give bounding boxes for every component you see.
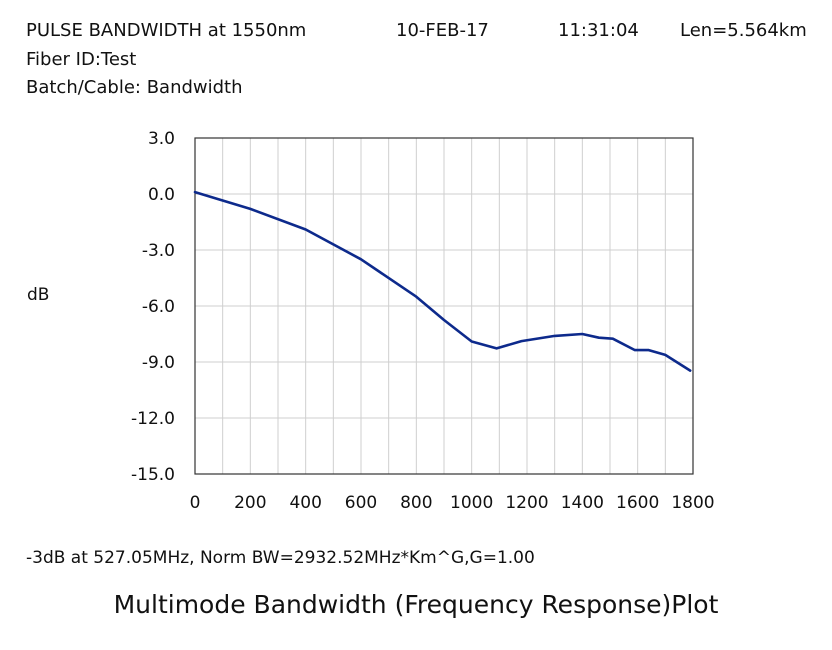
report-date: 10-FEB-17 — [396, 20, 489, 41]
x-tick-label: 1800 — [671, 493, 714, 513]
x-tick-label: 1200 — [505, 493, 548, 513]
x-tick-label: 1600 — [616, 493, 659, 513]
y-tick-label: -12.0 — [131, 409, 175, 429]
x-tick-label: 0 — [190, 493, 201, 513]
y-axis-label: dB — [27, 285, 49, 305]
fiber-length: Len=5.564km — [680, 20, 807, 41]
batch-cable: Batch/Cable: Bandwidth — [26, 77, 243, 98]
report-time: 11:31:04 — [558, 20, 639, 41]
response-curve — [193, 190, 692, 372]
x-tick-label: 600 — [345, 493, 377, 513]
y-tick-label: -15.0 — [131, 465, 175, 485]
x-tick-label: 800 — [400, 493, 432, 513]
x-tick-label: 200 — [234, 493, 266, 513]
x-tick-label: 400 — [289, 493, 321, 513]
x-tick-label: 1400 — [561, 493, 604, 513]
y-tick-label: 3.0 — [148, 129, 175, 149]
report-title: PULSE BANDWIDTH at 1550nm — [26, 20, 307, 41]
bandwidth-result: -3dB at 527.05MHz, Norm BW=2932.52MHz*Km… — [26, 548, 535, 568]
y-tick-label: 0.0 — [148, 185, 175, 205]
y-tick-label: -6.0 — [142, 297, 175, 317]
plot-frame — [194, 137, 694, 475]
fiber-id: Fiber ID:Test — [26, 49, 137, 70]
chart-caption: Multimode Bandwidth (Frequency Response)… — [113, 590, 719, 619]
y-tick-label: -3.0 — [142, 241, 175, 261]
y-tick-label: -9.0 — [142, 353, 175, 373]
x-tick-label: 1000 — [450, 493, 493, 513]
